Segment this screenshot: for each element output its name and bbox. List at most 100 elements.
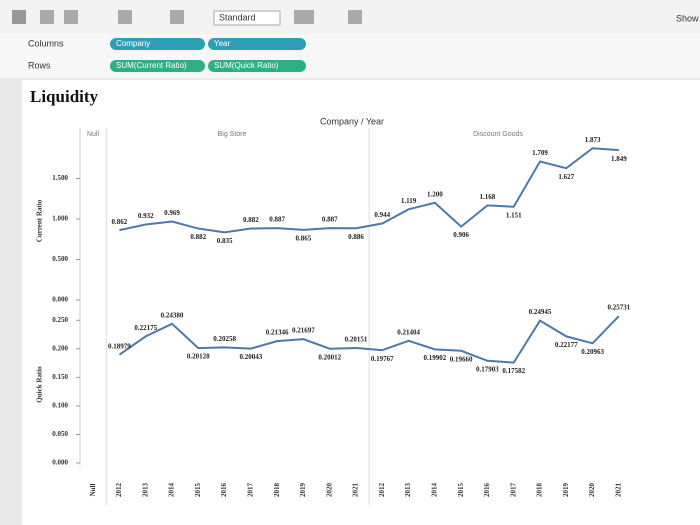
group-header: Big Store [218, 131, 247, 138]
toolbar-icon[interactable] [294, 10, 314, 24]
data-label: 0.882 [190, 233, 206, 241]
data-label: 0.882 [243, 216, 259, 224]
x-tick-label: 2021 [614, 483, 622, 498]
data-label: 0.22177 [555, 341, 578, 349]
toolbar-icon[interactable] [64, 10, 78, 24]
pill[interactable] [110, 60, 205, 72]
fit-label: Standard [219, 12, 256, 22]
y-tick-label: 1.000 [52, 215, 68, 223]
toolbar-icon[interactable] [348, 10, 362, 24]
y-tick-label: 0.050 [52, 430, 68, 438]
toolbar-icon[interactable] [118, 10, 132, 24]
x-tick-label: 2019 [562, 483, 570, 498]
y-tick-label: 0.500 [52, 255, 68, 263]
sheet-title: Liquidity [30, 87, 99, 106]
toolbar-icon[interactable] [12, 10, 26, 24]
data-label: 0.19767 [371, 355, 394, 363]
x-tick-label: 2015 [194, 483, 202, 498]
pill[interactable] [110, 38, 205, 50]
data-label: 0.17903 [476, 365, 499, 373]
data-label: 0.887 [269, 216, 285, 224]
data-label: 0.835 [217, 237, 233, 245]
data-label: 0.21404 [397, 328, 420, 336]
data-label: 0.25731 [607, 304, 630, 312]
y-tick-label: 0.250 [52, 316, 68, 324]
shelves [0, 34, 700, 78]
data-label: 0.20258 [213, 335, 236, 343]
data-label: 0.22175 [134, 324, 157, 332]
y-tick-label: 0.200 [52, 344, 68, 352]
show-me[interactable]: Show [676, 13, 699, 23]
x-tick-label: 2016 [220, 483, 228, 498]
axis-title: Quick Ratio [36, 366, 44, 403]
x-tick-label: 2014 [168, 483, 176, 498]
data-label: 0.944 [374, 211, 390, 219]
group-header: Null [87, 131, 100, 138]
data-label: 0.20128 [187, 353, 210, 361]
data-label: 0.932 [138, 212, 154, 220]
data-label: 0.17582 [502, 367, 525, 375]
x-tick-label: 2020 [588, 483, 596, 498]
series-line [118, 315, 620, 364]
data-label: 0.20043 [239, 353, 262, 361]
pill[interactable] [208, 38, 306, 50]
x-tick-label: 2019 [299, 483, 307, 498]
series-line [119, 147, 619, 234]
y-tick-label: 1.500 [52, 174, 68, 182]
column-header: Company / Year [320, 116, 384, 126]
y-tick-label: 0.100 [52, 402, 68, 410]
data-label: 1.119 [401, 197, 417, 205]
x-tick-label: 2013 [404, 483, 412, 498]
y-tick-label: 0.000 [52, 296, 68, 304]
data-label: 1.709 [532, 149, 548, 157]
data-label: 0.24945 [529, 308, 552, 316]
x-tick-label: Null [89, 484, 97, 497]
x-tick-label: 2013 [141, 483, 149, 498]
data-label: 0.886 [348, 233, 364, 241]
x-tick-label: 2021 [352, 483, 360, 498]
data-label: 1.168 [480, 193, 496, 201]
data-label: 0.865 [296, 235, 312, 243]
x-tick-label: 2014 [430, 483, 438, 498]
data-label: 0.21697 [292, 327, 315, 335]
pill-label: SUM(Quick Ratio) [214, 61, 279, 70]
data-label: 1.627 [558, 173, 574, 181]
rows-label: Rows [28, 60, 51, 70]
toolbar-icon[interactable] [170, 10, 184, 24]
x-tick-label: 2015 [457, 483, 465, 498]
columns-label: Columns [28, 38, 64, 48]
axis-title: Current Ratio [36, 199, 44, 242]
toolbar-icon[interactable] [40, 10, 54, 24]
pill-label: Company [116, 39, 150, 48]
data-label: 1.849 [611, 155, 627, 163]
data-label: 0.20012 [318, 353, 341, 361]
x-tick-label: 2020 [325, 483, 333, 498]
y-tick-label: 0.000 [52, 459, 68, 467]
x-tick-label: 2012 [115, 483, 123, 498]
data-label: 1.151 [506, 211, 522, 219]
data-label: 0.887 [322, 216, 338, 224]
data-label: 0.19660 [450, 355, 473, 363]
x-tick-label: 2018 [273, 483, 281, 498]
data-label: 0.20151 [345, 336, 368, 344]
x-tick-label: 2018 [536, 483, 544, 498]
data-label: 0.24380 [161, 311, 184, 319]
pill[interactable] [208, 60, 306, 72]
data-label: 0.906 [453, 231, 469, 239]
data-label: 0.19902 [423, 354, 446, 362]
y-tick-label: 0.150 [52, 373, 68, 381]
group-header: Discount Goods [473, 131, 523, 138]
fit-dropdown[interactable] [213, 10, 281, 26]
pill-label: SUM(Current Ratio) [116, 61, 187, 70]
data-label: 0.21346 [266, 329, 289, 337]
x-tick-label: 2012 [378, 483, 386, 498]
data-label: 0.969 [164, 209, 180, 217]
data-label: 1.873 [585, 136, 601, 144]
pill-label: Year [214, 39, 231, 48]
data-label: 0.18979 [108, 342, 131, 350]
data-label: 0.862 [112, 218, 128, 226]
x-tick-label: 2017 [509, 483, 517, 498]
worksheet [22, 80, 700, 525]
